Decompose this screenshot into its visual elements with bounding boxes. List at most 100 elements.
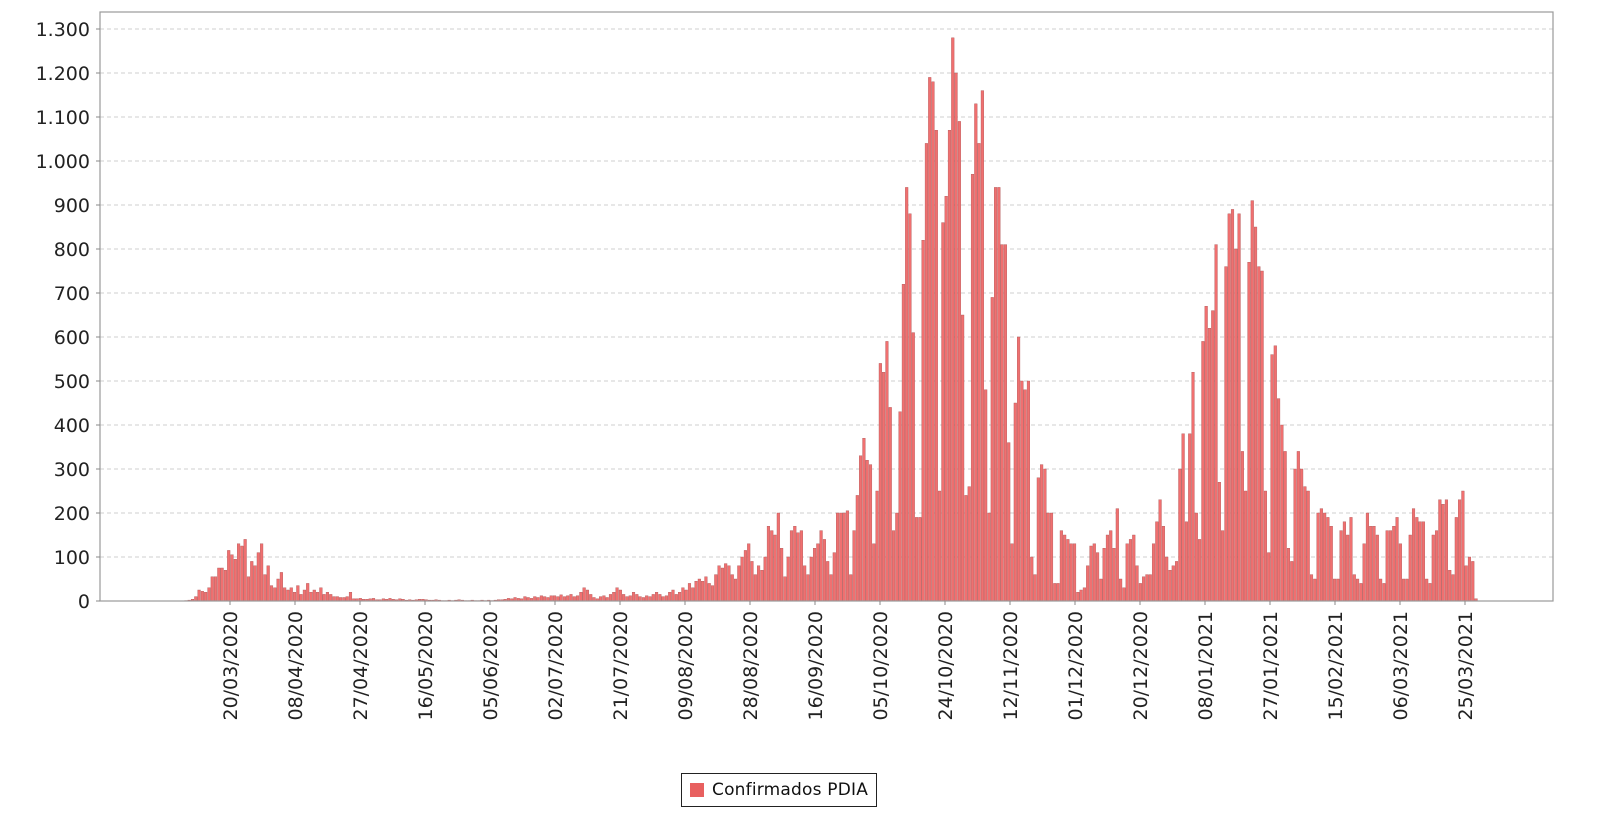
bar	[958, 121, 961, 601]
bar	[1030, 557, 1033, 601]
bar	[803, 566, 806, 601]
bar	[1389, 531, 1392, 601]
bar	[313, 590, 316, 601]
bar	[1267, 553, 1270, 601]
bar	[1445, 500, 1448, 601]
bar	[1103, 548, 1106, 601]
bar	[741, 557, 744, 601]
bar	[770, 531, 773, 601]
bar	[823, 539, 826, 601]
bar	[1442, 504, 1445, 601]
bar	[695, 581, 698, 601]
bar	[843, 513, 846, 601]
bar	[524, 597, 527, 601]
bar	[198, 590, 201, 601]
bar	[1129, 539, 1132, 601]
bar	[1208, 328, 1211, 601]
bar	[1412, 509, 1415, 601]
bar	[1320, 509, 1323, 601]
bar	[632, 592, 635, 601]
bar	[978, 143, 981, 601]
bar	[971, 174, 974, 601]
bar	[1047, 513, 1050, 601]
bar	[830, 575, 833, 601]
bar	[784, 577, 787, 601]
bar	[244, 539, 247, 601]
y-tick-label: 500	[54, 371, 90, 393]
bar	[333, 597, 336, 601]
bar	[204, 592, 207, 601]
bar	[1432, 535, 1435, 601]
bar	[988, 513, 991, 601]
bar	[1415, 517, 1418, 601]
bar	[734, 579, 737, 601]
bar	[1257, 267, 1260, 601]
bar	[1027, 381, 1030, 601]
bar	[1149, 575, 1152, 601]
bar	[1241, 451, 1244, 601]
bar	[1060, 531, 1063, 601]
bar	[635, 594, 638, 601]
bar	[1086, 566, 1089, 601]
bar	[659, 594, 662, 601]
x-tick-label: 16/09/2020	[805, 611, 827, 721]
bar	[872, 544, 875, 601]
x-tick-label: 20/03/2020	[220, 611, 242, 721]
bar	[1468, 557, 1471, 601]
bar	[866, 460, 869, 601]
bar	[247, 577, 250, 601]
bar	[813, 548, 816, 601]
x-tick-label: 25/03/2021	[1455, 611, 1477, 721]
y-tick-label: 1.100	[36, 107, 90, 129]
bar	[767, 526, 770, 601]
bar	[649, 597, 652, 601]
x-tick-label: 09/08/2020	[675, 611, 697, 721]
bar	[1205, 306, 1208, 601]
bar	[626, 597, 629, 601]
bar	[310, 592, 313, 601]
bar	[1471, 561, 1474, 601]
bar	[1429, 583, 1432, 601]
bar	[1100, 579, 1103, 601]
bar	[879, 363, 882, 601]
bar	[1159, 500, 1162, 601]
bar	[751, 561, 754, 601]
bar	[1373, 526, 1376, 601]
x-tick-label: 28/08/2020	[740, 611, 762, 721]
bar	[1251, 201, 1254, 601]
bar	[560, 595, 563, 601]
bar	[1146, 575, 1149, 601]
bar	[1392, 526, 1395, 601]
bar	[997, 187, 1000, 601]
bar	[1304, 487, 1307, 601]
bar	[576, 596, 579, 601]
bar	[1215, 245, 1218, 601]
bar	[283, 588, 286, 601]
bar	[951, 38, 954, 601]
bar	[287, 590, 290, 601]
bar	[599, 597, 602, 601]
bar	[662, 597, 665, 601]
bar	[1162, 526, 1165, 601]
bar	[899, 412, 902, 601]
bar	[1090, 546, 1093, 601]
bar	[787, 557, 790, 601]
bar	[201, 591, 204, 601]
y-tick-label: 1.000	[36, 151, 90, 173]
bar	[336, 597, 339, 601]
bar	[1116, 509, 1119, 601]
bar	[974, 104, 977, 601]
bar	[1192, 372, 1195, 601]
bar	[1142, 577, 1145, 601]
bar	[234, 559, 237, 601]
bar	[194, 597, 197, 601]
bar	[761, 570, 764, 601]
bar	[1080, 590, 1083, 601]
x-tick-label: 01/12/2020	[1065, 611, 1087, 721]
bar	[1383, 583, 1386, 601]
bar	[583, 588, 586, 601]
bar	[1366, 513, 1369, 601]
bar	[780, 548, 783, 601]
bar	[543, 597, 546, 601]
